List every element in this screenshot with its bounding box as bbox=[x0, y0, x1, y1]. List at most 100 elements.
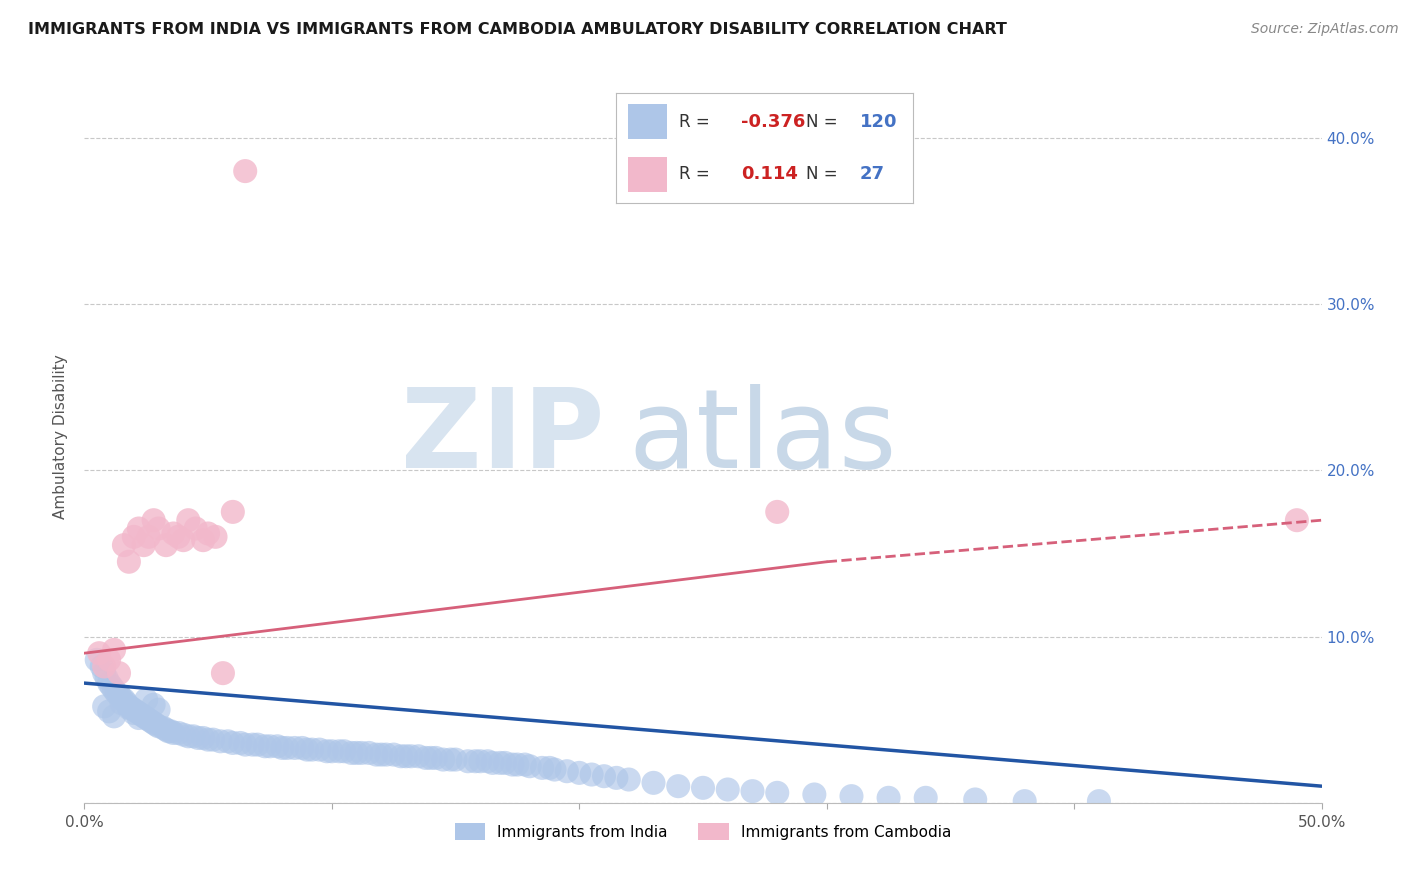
Point bbox=[100, 680, 122, 694]
Point bbox=[389, 749, 412, 764]
Point bbox=[308, 742, 330, 756]
Point bbox=[96, 671, 118, 685]
Point bbox=[1285, 513, 1308, 527]
Point bbox=[89, 646, 111, 660]
Point bbox=[531, 761, 554, 775]
Point bbox=[212, 666, 235, 681]
Point bbox=[568, 765, 591, 780]
Point bbox=[93, 666, 115, 681]
Point bbox=[370, 747, 392, 762]
Point bbox=[259, 739, 281, 754]
Point bbox=[209, 734, 232, 748]
Point bbox=[172, 728, 194, 742]
Point bbox=[112, 692, 135, 706]
Point bbox=[98, 653, 121, 667]
Point bbox=[132, 538, 155, 552]
Point bbox=[138, 530, 160, 544]
Point bbox=[513, 757, 536, 772]
Point bbox=[222, 505, 245, 519]
Point bbox=[141, 714, 163, 729]
Point bbox=[242, 738, 264, 752]
Point bbox=[593, 769, 616, 783]
Text: Source: ZipAtlas.com: Source: ZipAtlas.com bbox=[1251, 22, 1399, 37]
Point bbox=[229, 736, 252, 750]
Point bbox=[340, 746, 363, 760]
Point bbox=[489, 756, 512, 770]
Point bbox=[197, 526, 219, 541]
Point bbox=[266, 739, 288, 754]
Point bbox=[357, 746, 380, 760]
Point bbox=[177, 729, 200, 743]
Point bbox=[142, 716, 165, 731]
Point bbox=[519, 759, 541, 773]
Point bbox=[301, 742, 323, 756]
Legend: Immigrants from India, Immigrants from Cambodia: Immigrants from India, Immigrants from C… bbox=[449, 816, 957, 847]
Point bbox=[184, 521, 207, 535]
Point bbox=[162, 526, 184, 541]
Point bbox=[481, 756, 503, 770]
Point bbox=[692, 780, 714, 795]
Point bbox=[803, 788, 825, 802]
Point bbox=[86, 653, 108, 667]
Point bbox=[271, 740, 294, 755]
Point bbox=[191, 533, 214, 548]
Point bbox=[204, 530, 226, 544]
Point bbox=[155, 538, 177, 552]
Y-axis label: Ambulatory Disability: Ambulatory Disability bbox=[53, 355, 69, 519]
Point bbox=[142, 698, 165, 712]
Point bbox=[419, 751, 441, 765]
Point bbox=[375, 747, 398, 762]
Point bbox=[366, 747, 388, 762]
Point bbox=[1014, 794, 1036, 808]
Point bbox=[543, 763, 565, 777]
Text: atlas: atlas bbox=[628, 384, 897, 491]
Point bbox=[181, 729, 204, 743]
Point bbox=[202, 732, 225, 747]
Point bbox=[167, 726, 190, 740]
Point bbox=[233, 164, 256, 178]
Point bbox=[395, 749, 418, 764]
Point bbox=[132, 709, 155, 723]
Point bbox=[118, 555, 141, 569]
Point bbox=[643, 776, 665, 790]
Point bbox=[128, 521, 150, 535]
Point bbox=[191, 731, 214, 745]
Point bbox=[439, 753, 461, 767]
Point bbox=[315, 744, 337, 758]
Point bbox=[766, 786, 789, 800]
Point bbox=[457, 754, 479, 768]
Point bbox=[110, 691, 132, 706]
Point bbox=[501, 757, 523, 772]
Point bbox=[145, 717, 167, 731]
Point bbox=[138, 713, 160, 727]
Point bbox=[408, 749, 430, 764]
Text: ZIP: ZIP bbox=[401, 384, 605, 491]
Text: IMMIGRANTS FROM INDIA VS IMMIGRANTS FROM CAMBODIA AMBULATORY DISABILITY CORRELAT: IMMIGRANTS FROM INDIA VS IMMIGRANTS FROM… bbox=[28, 22, 1007, 37]
Point bbox=[98, 676, 121, 690]
Point bbox=[432, 753, 454, 767]
Point bbox=[128, 711, 150, 725]
Point bbox=[112, 538, 135, 552]
Point bbox=[108, 666, 131, 681]
Point bbox=[444, 753, 467, 767]
Point bbox=[538, 761, 561, 775]
Point bbox=[197, 732, 219, 747]
Point bbox=[118, 701, 141, 715]
Point bbox=[135, 692, 157, 706]
Point bbox=[115, 696, 138, 710]
Point bbox=[717, 782, 740, 797]
Point bbox=[222, 736, 245, 750]
Point bbox=[415, 751, 437, 765]
Point bbox=[506, 757, 529, 772]
Point bbox=[128, 706, 150, 720]
Point bbox=[253, 739, 276, 754]
Point bbox=[93, 699, 115, 714]
Point bbox=[157, 724, 180, 739]
Point bbox=[295, 742, 318, 756]
Point bbox=[93, 659, 115, 673]
Point bbox=[555, 764, 578, 779]
Point bbox=[464, 754, 486, 768]
Point bbox=[217, 734, 239, 748]
Point bbox=[155, 723, 177, 737]
Point bbox=[321, 744, 343, 758]
